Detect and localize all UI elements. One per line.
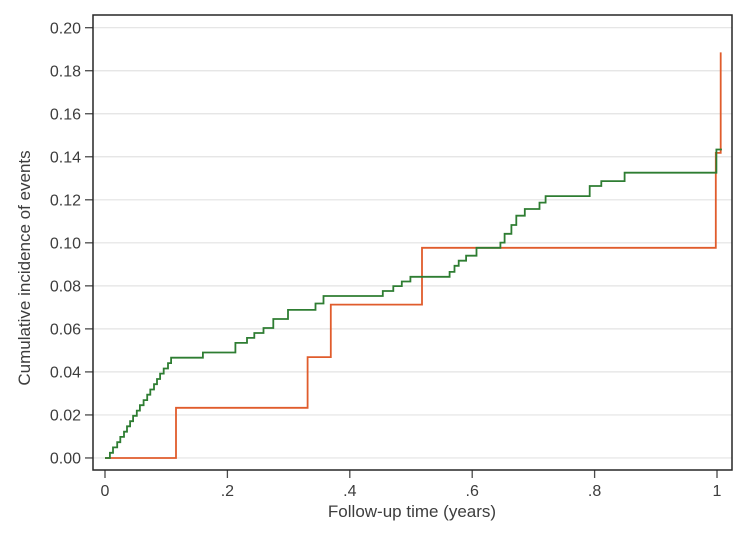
y-tick-label: 0.16 [50, 106, 81, 123]
y-tick-label: 0.06 [50, 321, 81, 338]
series-green-curve [105, 148, 722, 459]
x-tick-label: .8 [588, 483, 601, 500]
y-tick-label: 0.02 [50, 408, 81, 425]
y-tick-label: 0.04 [50, 365, 81, 382]
y-tick-label: 0.20 [50, 20, 81, 37]
x-tick-label: .2 [221, 483, 234, 500]
x-axis-title: Follow-up time (years) [327, 502, 497, 521]
y-tick-label: 0.10 [50, 235, 81, 252]
y-tick-label: 0.12 [50, 192, 81, 209]
x-tick-label: .6 [466, 483, 479, 500]
x-tick-label: 1 [713, 483, 722, 500]
x-tick-label: .4 [343, 483, 356, 500]
y-tick-label: 0.08 [50, 278, 81, 295]
y-tick-label: 0.14 [50, 149, 81, 166]
plot-border [92, 14, 733, 471]
y-tick-label: 0.18 [50, 63, 81, 80]
y-tick-label: 0.00 [50, 451, 81, 468]
y-axis-title: Cumulative incidence of events [15, 150, 34, 386]
x-tick-label: 0 [101, 483, 110, 500]
